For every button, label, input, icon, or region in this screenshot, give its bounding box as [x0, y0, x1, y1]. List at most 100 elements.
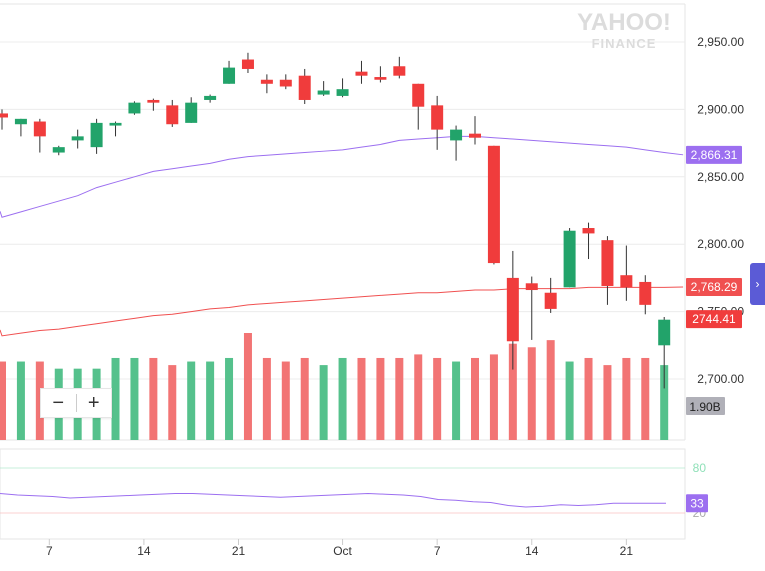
candle-body: [166, 105, 179, 125]
volume-bar: [357, 357, 366, 440]
ma-label-ma200: 2,768.29: [691, 280, 738, 294]
indicator-line: [0, 492, 666, 508]
volume-bar: [584, 357, 593, 440]
candle-body: [260, 79, 273, 84]
candle-body: [639, 281, 652, 305]
volume-bar: [660, 365, 669, 440]
zoom-in-button[interactable]: +: [87, 391, 100, 414]
side-tab-glyph: ›: [755, 277, 760, 291]
moving-average-line-ma200: [0, 286, 684, 337]
ma-label-ma50: 2,866.31: [691, 148, 738, 162]
x-tick-label: 7: [434, 544, 441, 558]
price-tick-label: 2,900.00: [697, 102, 744, 116]
candle-body: [355, 71, 368, 76]
volume-bar: [243, 333, 252, 440]
volume-label-bg: [686, 397, 725, 415]
volume-bar: [565, 361, 574, 440]
x-tick-label: Oct: [333, 544, 352, 558]
volume-bar: [489, 354, 498, 440]
volume-label: 1.90B: [689, 400, 720, 414]
volume-bar: [433, 357, 442, 440]
candle-body: [279, 79, 292, 87]
candle-body: [563, 230, 576, 288]
candle-body: [317, 90, 330, 95]
chevron-right-icon[interactable]: ›: [750, 263, 765, 305]
zoom-controls: − +: [40, 388, 112, 418]
candle-body: [487, 145, 500, 264]
candle-body: [147, 99, 160, 103]
moving-averages: [0, 135, 684, 337]
volume-bar: [414, 354, 423, 440]
candle-body: [298, 75, 311, 100]
candle-body: [412, 83, 425, 107]
candle-body: [204, 95, 217, 100]
candle-body: [0, 113, 8, 118]
candle-body: [450, 129, 463, 141]
volume-bar: [376, 357, 385, 440]
yahoo-finance-watermark: YAHOO! FINANCE: [577, 9, 671, 51]
price-tick-label: 2,800.00: [697, 237, 744, 251]
volume-bars: [0, 333, 669, 440]
candle-body: [620, 275, 633, 288]
volume-bar: [35, 361, 44, 440]
candle-body: [241, 59, 254, 69]
indicator-frame: [0, 448, 686, 540]
zoom-out-button[interactable]: −: [52, 391, 65, 414]
candle-body: [128, 102, 141, 114]
candle-body: [431, 105, 444, 130]
volume-bar: [300, 357, 309, 440]
indicator-current-label: 33: [690, 496, 704, 510]
volume-bar: [206, 361, 215, 440]
candle-body: [52, 147, 65, 153]
x-tick-label: 14: [137, 544, 151, 558]
axis-labels: 2,866.31 2,768.29 2744.41 1.90B: [686, 145, 742, 415]
candle-body: [33, 121, 46, 137]
volume-bar: [508, 343, 517, 440]
volume-bar: [546, 340, 555, 440]
candle-body: [223, 67, 236, 84]
x-tick-label: 21: [232, 544, 246, 558]
candle-body: [71, 136, 84, 141]
candle-body: [109, 122, 122, 126]
candle-body: [90, 122, 103, 148]
zoom-divider: [75, 394, 77, 412]
price-tick-label: 2,700.00: [697, 372, 744, 386]
volume-bar: [603, 365, 612, 440]
indicator-tick-80: 80: [693, 461, 707, 475]
volume-bar: [338, 357, 347, 440]
indicator-current-bg: [686, 494, 708, 513]
last-price-label: 2744.41: [692, 312, 736, 326]
moving-average-line-ma50: [0, 135, 684, 218]
volume-bar: [262, 357, 271, 440]
volume-bar: [0, 361, 6, 440]
candlesticks: [0, 52, 671, 389]
volume-bar: [168, 365, 177, 440]
candle-body: [374, 77, 387, 80]
candle-body: [14, 118, 27, 125]
volume-bar: [452, 361, 461, 440]
volume-bar: [527, 347, 536, 440]
candle-body: [393, 66, 406, 76]
watermark-line2: FINANCE: [592, 36, 657, 51]
candle-body: [582, 228, 595, 234]
volume-bar: [130, 357, 139, 440]
volume-bar: [319, 365, 328, 440]
x-tick-label: 21: [620, 544, 634, 558]
date-axis: 7 14 21 Oct 7 14 21: [0, 538, 685, 558]
candle-body: [506, 277, 519, 342]
last-price-label-bg: [686, 310, 742, 329]
x-tick-label: 14: [525, 544, 539, 558]
candle-body: [469, 133, 481, 138]
candle-body: [185, 102, 198, 123]
candle-body: [336, 89, 349, 96]
volume-bar: [641, 357, 650, 440]
price-axis: 2,950.002,900.002,850.002,800.002,750.00…: [697, 35, 744, 386]
price-tick-label: 2,950.00: [697, 35, 744, 49]
candle-body: [658, 319, 671, 346]
volume-bar: [111, 357, 120, 440]
volume-bar: [281, 361, 290, 440]
watermark-line1: YAHOO!: [577, 9, 671, 36]
volume-bar: [395, 357, 404, 440]
volume-bar: [149, 357, 158, 440]
